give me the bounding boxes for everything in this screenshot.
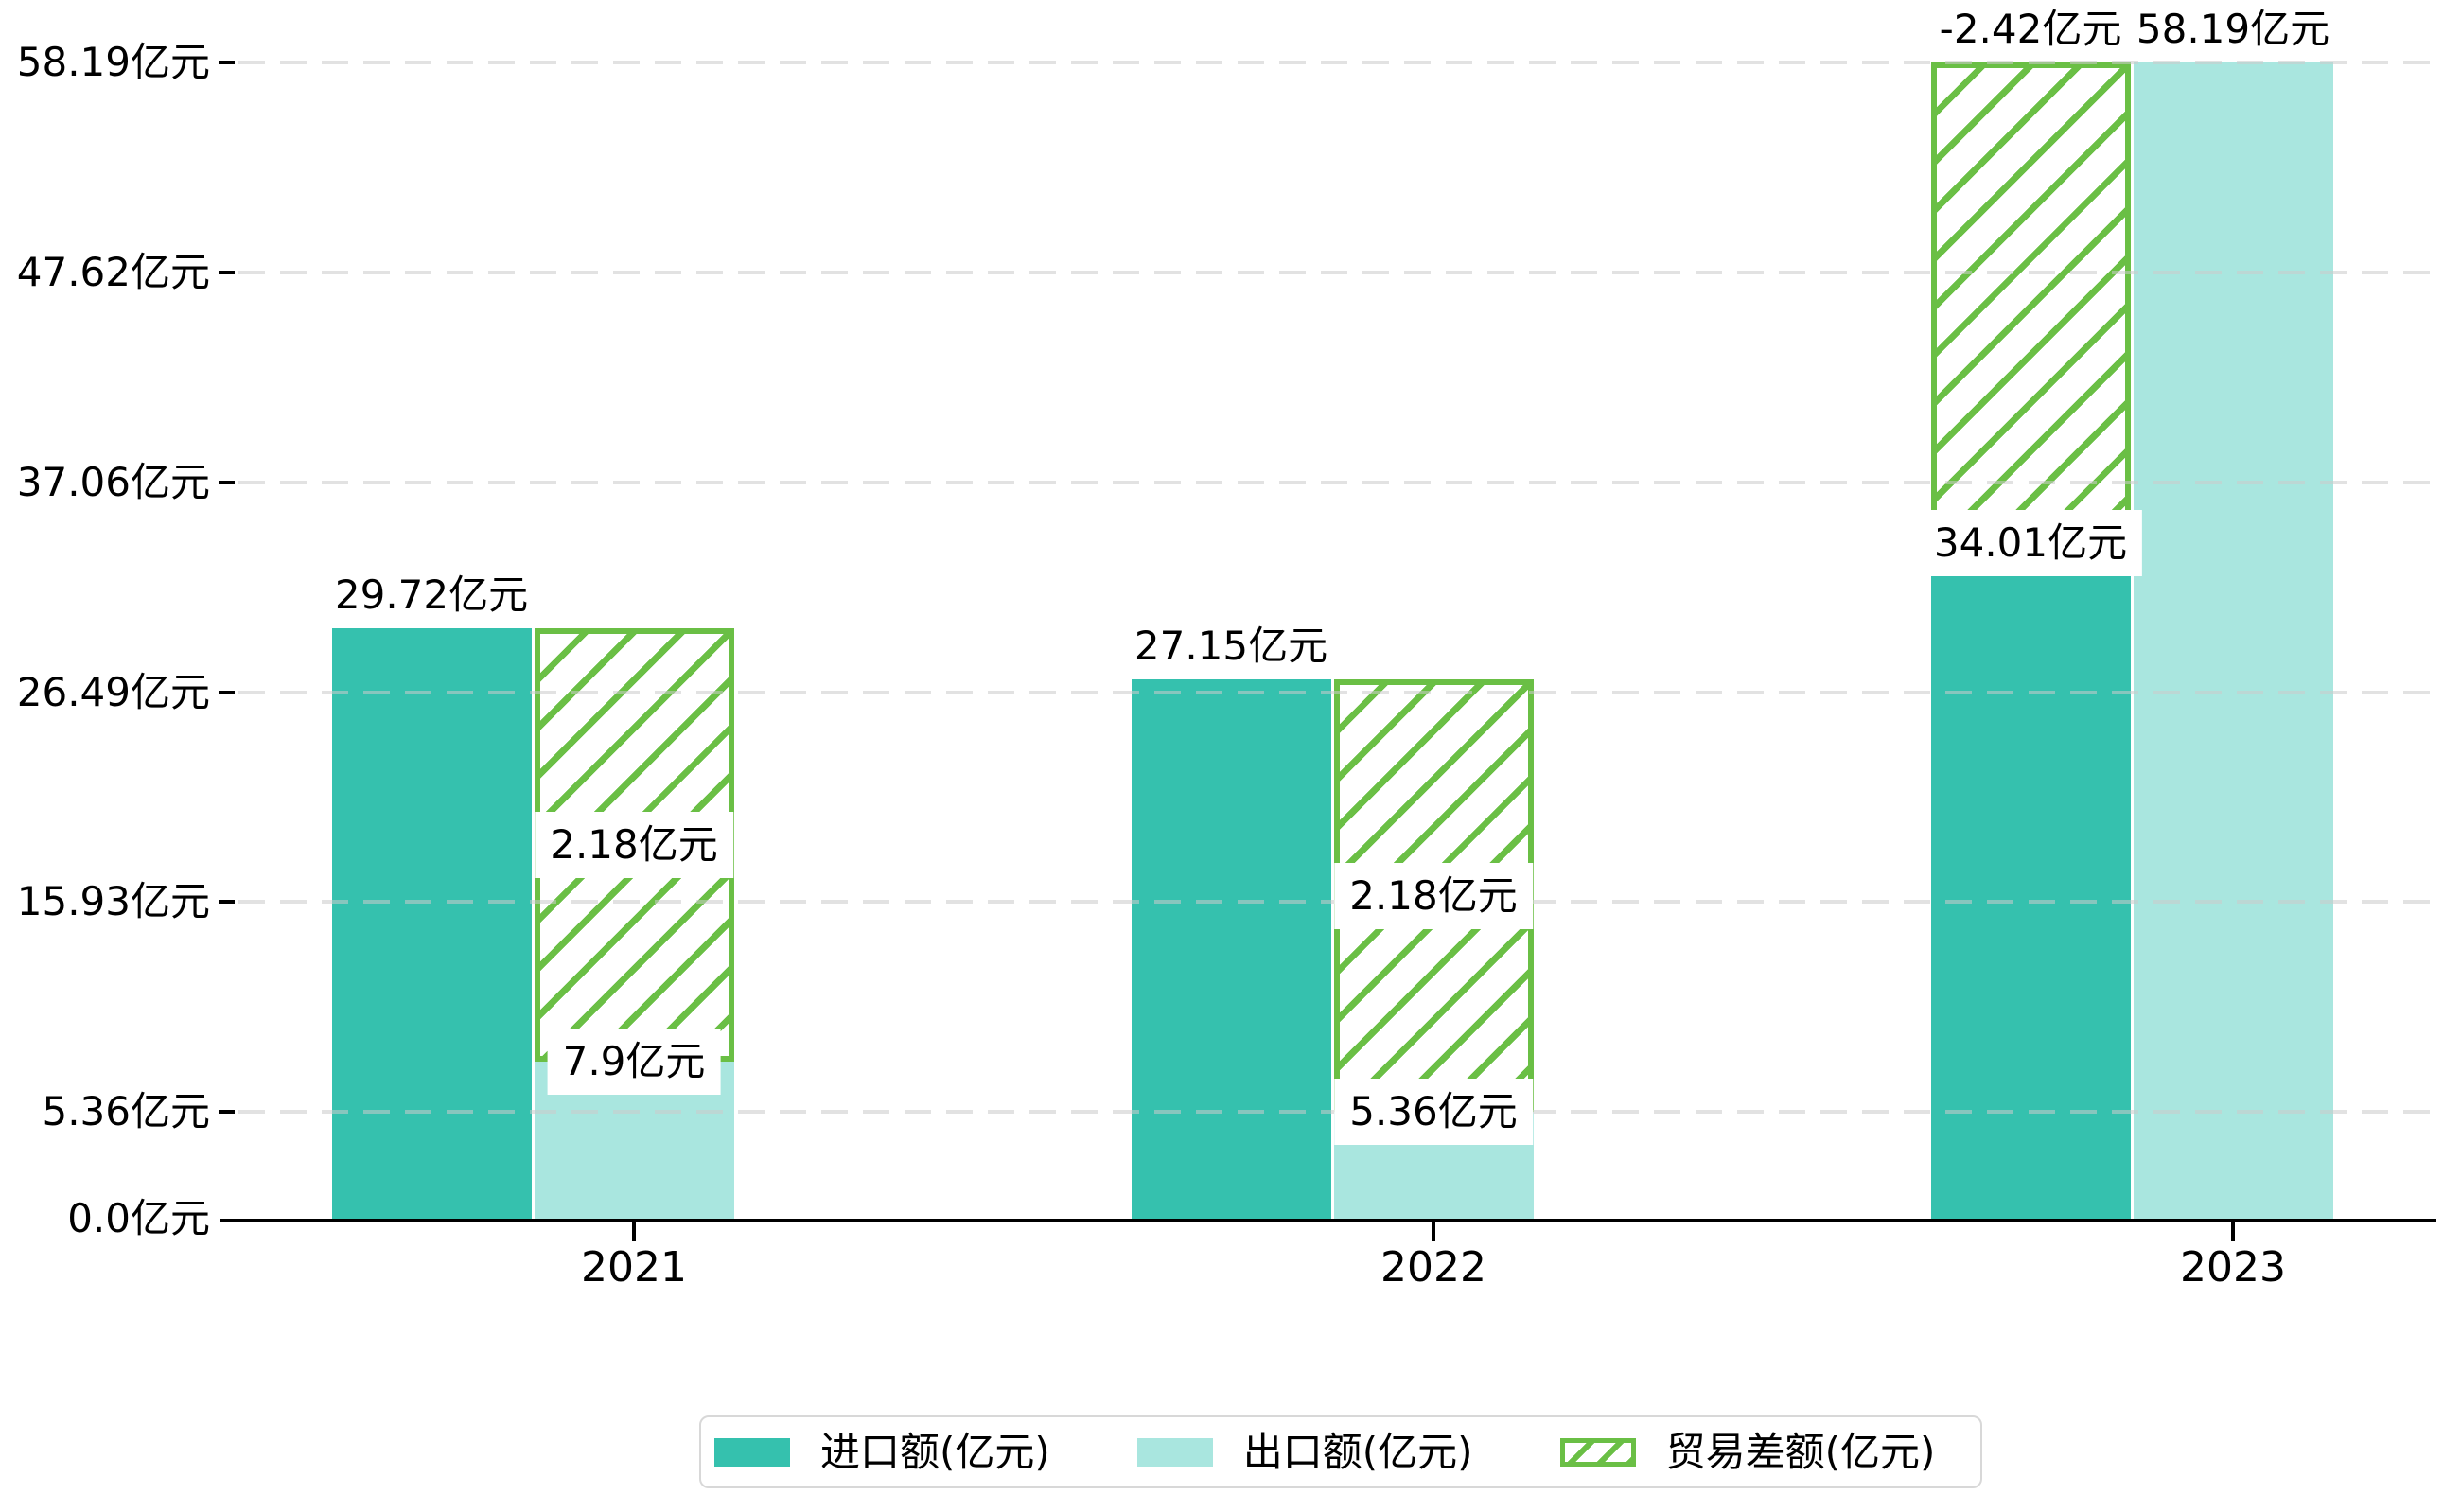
y-tick-mark <box>219 61 235 64</box>
import-bar-2023 <box>1930 542 2131 1219</box>
x-tick-label: 2023 <box>2180 1243 2286 1292</box>
x-tick-label: 2022 <box>1380 1243 1486 1292</box>
export-value-label-2021: 7.9亿元 <box>547 1029 721 1096</box>
x-tick-mark <box>1432 1222 1435 1241</box>
y-tick-label: 37.06亿元 <box>16 458 210 505</box>
y-tick-mark <box>219 270 235 274</box>
y-tick-label: 15.93亿元 <box>16 878 210 925</box>
y-tick-label: 47.62亿元 <box>16 248 210 295</box>
y-tick-label: 5.36亿元 <box>42 1088 210 1135</box>
legend-item-export: 出口额(亿元) <box>1136 1428 1473 1476</box>
import-value-label-2021: 29.72亿元 <box>325 569 538 621</box>
legend-item-import: 进口额(亿元) <box>714 1429 1050 1476</box>
export-swatch <box>1136 1437 1213 1467</box>
legend-label-export: 出口额(亿元) <box>1242 1428 1473 1475</box>
trade-balance-value-label-2023: -2.42亿元 <box>1929 4 2132 55</box>
x-tick-mark <box>2231 1222 2235 1241</box>
export-bar-2023 <box>2133 62 2333 1219</box>
y-tick-label: 0.0亿元 <box>67 1195 210 1241</box>
y-tick-label: 58.19亿元 <box>16 39 210 85</box>
import-value-label-2023: 34.01亿元 <box>1918 509 2143 576</box>
y-tick-mark <box>219 900 235 905</box>
x-axis-line <box>220 1219 2436 1222</box>
legend: 进口额(亿元) 出口额(亿元) 贸易差额(亿元) <box>699 1415 1982 1488</box>
y-tick-mark <box>219 690 235 694</box>
legend-label-trade-balance: 贸易差额(亿元) <box>1665 1428 1936 1475</box>
legend-label-import: 进口额(亿元) <box>820 1428 1050 1475</box>
trade-balance-hatch-swatch <box>1559 1437 1636 1467</box>
y-tick-mark <box>219 480 235 484</box>
x-tick-mark <box>632 1222 636 1241</box>
export-value-label-2023: 58.19亿元 <box>2126 4 2340 55</box>
y-tick-mark <box>219 1110 235 1115</box>
trade-balance-value-label-2021: 2.18亿元 <box>535 811 733 878</box>
import-swatch <box>714 1437 790 1467</box>
x-tick-label: 2021 <box>581 1243 687 1292</box>
trade-balance-bar-2023 <box>1930 62 2131 543</box>
import-value-label-2022: 27.15亿元 <box>1124 620 1338 672</box>
legend-item-trade-balance: 贸易差额(亿元) <box>1559 1428 1936 1476</box>
import-bar-2022 <box>1131 678 1331 1219</box>
trade-balance-value-label-2022: 2.18亿元 <box>1334 862 1533 929</box>
import-bar-2021 <box>331 627 532 1219</box>
export-value-label-2022: 5.36亿元 <box>1334 1079 1533 1146</box>
y-tick-label: 26.49亿元 <box>16 668 210 715</box>
